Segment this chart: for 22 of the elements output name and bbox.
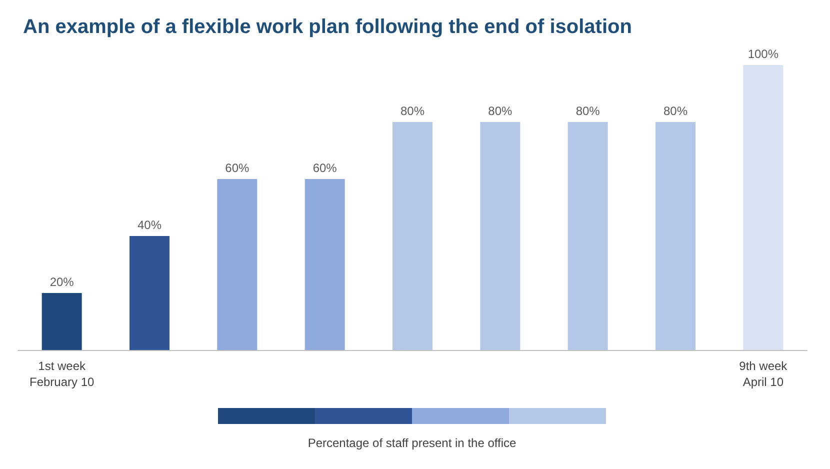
bar bbox=[392, 122, 432, 350]
bar bbox=[568, 122, 608, 350]
data-label: 60% bbox=[225, 161, 250, 175]
data-label: 20% bbox=[50, 275, 74, 289]
data-label: 80% bbox=[576, 104, 600, 118]
data-label: 60% bbox=[312, 161, 338, 175]
chart-title: An example of a flexible work plan following the end of isolation bbox=[23, 16, 632, 38]
bar bbox=[42, 293, 82, 350]
x-tick-label: 1st week February 10 bbox=[29, 359, 95, 389]
text: Percentage of staff present in the office bbox=[306, 436, 518, 450]
bar bbox=[304, 179, 345, 350]
bar bbox=[656, 122, 696, 350]
bar bbox=[217, 179, 258, 350]
x-tick-label: 9th week April 10 bbox=[739, 359, 788, 389]
data-label: 80% bbox=[488, 104, 512, 118]
data-label: 100% bbox=[748, 47, 779, 61]
bar bbox=[743, 65, 784, 350]
bar bbox=[480, 122, 520, 350]
bar bbox=[130, 236, 170, 350]
data-label: 80% bbox=[663, 104, 688, 118]
data-label: 40% bbox=[137, 218, 162, 232]
data-label: 80% bbox=[400, 104, 425, 118]
